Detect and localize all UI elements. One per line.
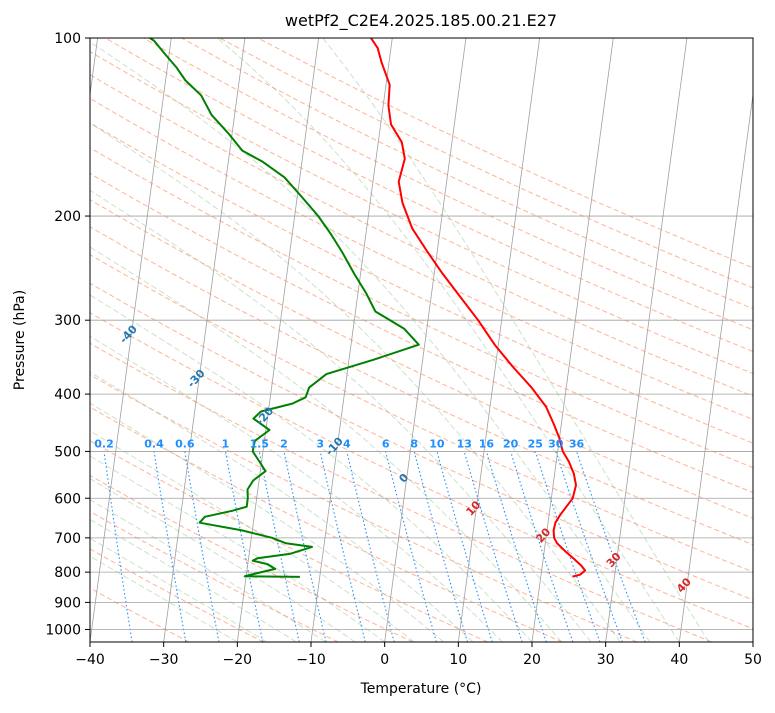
chart-title: wetPf2_C2E4.2025.185.00.21.E27 (285, 11, 557, 31)
x-tick-label: −20 (223, 652, 253, 668)
y-tick-label: 700 (54, 531, 81, 547)
x-tick-label: −10 (296, 652, 326, 668)
mixing-ratio-label: 36 (569, 437, 585, 450)
x-tick-label: −40 (75, 652, 105, 668)
mixing-ratio-label: 30 (548, 437, 564, 450)
y-tick-label: 1000 (45, 622, 81, 638)
mixing-ratio-label: 8 (410, 437, 418, 450)
mixing-ratio-label: 1.5 (249, 437, 269, 450)
y-tick-label: 400 (54, 387, 81, 403)
mixing-ratio-label: 16 (479, 437, 495, 450)
y-tick-label: 500 (54, 444, 81, 460)
y-tick-label: 300 (54, 313, 81, 329)
mixing-ratio-label: 13 (457, 437, 472, 450)
x-tick-label: 20 (523, 652, 541, 668)
y-tick-label: 200 (54, 209, 81, 225)
mixing-ratio-label: 20 (503, 437, 519, 450)
x-tick-label: 10 (449, 652, 467, 668)
x-tick-label: −30 (149, 652, 179, 668)
mixing-ratio-label: 0.4 (144, 437, 164, 450)
y-tick-label: 600 (54, 491, 81, 507)
mixing-ratio-label: 0.2 (94, 437, 114, 450)
x-axis-label: Temperature (°C) (360, 681, 482, 697)
y-tick-label: 800 (54, 565, 81, 581)
mixing-ratio-label: 10 (429, 437, 445, 450)
mixing-ratio-label: 0.6 (175, 437, 195, 450)
mixing-ratio-label: 2 (280, 437, 288, 450)
x-tick-label: 50 (744, 652, 762, 668)
x-tick-label: 0 (380, 652, 389, 668)
x-tick-label: 30 (597, 652, 615, 668)
y-axis-label: Pressure (hPa) (12, 290, 28, 390)
mixing-ratio-label: 6 (382, 437, 390, 450)
mixing-ratio-label: 1 (222, 437, 230, 450)
mixing-ratio-label: 25 (528, 437, 543, 450)
x-tick-label: 40 (670, 652, 688, 668)
y-tick-label: 900 (54, 595, 81, 611)
y-tick-label: 100 (54, 31, 81, 47)
